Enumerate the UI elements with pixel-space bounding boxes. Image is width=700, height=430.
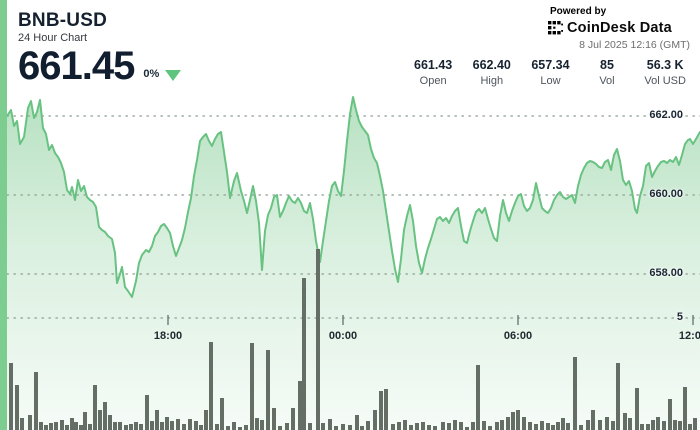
stat-vol-usd: 56.3 K Vol USD	[644, 58, 686, 87]
symbol-title: BNB-USD	[18, 10, 108, 31]
y-axis-label: 662.00	[649, 109, 683, 121]
stat-vol-usd-label: Vol USD	[644, 75, 686, 87]
chart-subtitle: 24 Hour Chart	[18, 32, 88, 44]
price-area-fill	[7, 97, 700, 430]
ohlcv-stats: 661.43 Open 662.40 High 657.34 Low 85 Vo…	[414, 58, 686, 87]
x-axis-label: 18:00	[153, 330, 183, 342]
coindesk-data-link[interactable]: CoinDesk Data	[548, 20, 690, 36]
coindesk-logo-icon	[548, 21, 563, 35]
stat-vol: 85 Vol	[590, 58, 624, 87]
powered-by-label: Powered by	[550, 6, 607, 17]
stat-open-label: Open	[419, 75, 447, 87]
volume-axis-label: 5	[676, 311, 683, 323]
brand-name: CoinDesk Data	[567, 20, 672, 36]
x-axis-label: 06:00	[503, 330, 533, 342]
volume-bars	[9, 249, 697, 430]
stat-low-value: 657.34	[531, 58, 570, 72]
stat-low-label: Low	[540, 75, 561, 87]
stat-high: 662.40 High	[473, 58, 511, 87]
stat-high-label: High	[480, 75, 504, 87]
y-axis-label: 660.00	[649, 188, 683, 200]
change-percent: 0%	[143, 68, 160, 80]
stat-low: 657.34 Low	[531, 58, 569, 87]
current-price: 661.45	[18, 44, 135, 88]
brand-accent-bar	[0, 0, 7, 430]
stat-vol-usd-value: 56.3 K	[646, 58, 684, 72]
price-line	[6, 96, 700, 298]
price-block: 661.45 0%	[18, 44, 182, 88]
stat-open: 661.43 Open	[414, 58, 452, 87]
stat-vol-label: Vol	[599, 75, 615, 87]
powered-by-block: Powered by CoinDesk Data 8 Jul 2025 12:1…	[548, 6, 690, 51]
stat-high-value: 662.40	[472, 58, 511, 72]
y-axis-label: 658.00	[649, 267, 683, 279]
x-axis-label: 00:00	[328, 330, 358, 342]
x-axis-ticks	[167, 315, 694, 325]
stat-open-value: 661.43	[414, 58, 453, 72]
timestamp: 8 Jul 2025 12:16 (GMT)	[579, 39, 690, 51]
stat-vol-value: 85	[600, 58, 614, 72]
price-down-arrow-icon	[165, 70, 182, 81]
x-axis-label: 12:00	[678, 330, 700, 342]
